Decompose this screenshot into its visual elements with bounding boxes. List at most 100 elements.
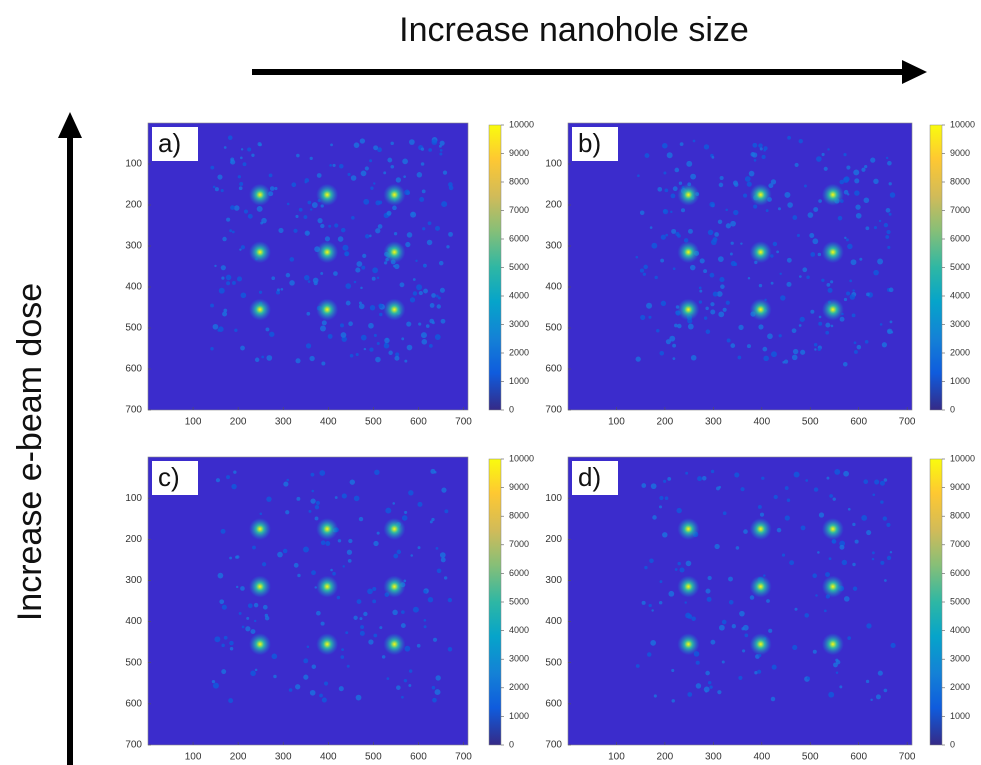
speckle: [422, 189, 426, 193]
speckle: [757, 670, 761, 674]
y-tick-label: 400: [545, 616, 562, 627]
speckle: [250, 629, 255, 634]
speckle: [369, 159, 372, 162]
hotspot: [822, 184, 844, 206]
speckle: [718, 220, 722, 224]
speckle: [401, 696, 404, 699]
hotspot: [822, 518, 844, 540]
speckle: [799, 324, 802, 327]
speckle: [834, 469, 840, 475]
speckle: [316, 501, 320, 505]
speckle: [720, 284, 725, 289]
speckle: [431, 293, 436, 298]
speckle: [260, 513, 263, 516]
panel: a)10020030040050060070010020030040050060…: [125, 119, 534, 427]
speckle: [659, 505, 662, 508]
speckle: [872, 493, 875, 496]
speckle: [792, 215, 797, 220]
y-tick-label: 100: [545, 159, 562, 170]
speckle: [360, 138, 365, 143]
speckle: [396, 177, 401, 182]
speckle: [752, 152, 757, 157]
speckle: [704, 316, 707, 319]
speckle: [887, 246, 890, 249]
speckle: [749, 171, 755, 177]
speckle: [332, 572, 336, 576]
speckle: [852, 313, 856, 317]
speckle: [887, 161, 892, 166]
speckle: [396, 685, 401, 690]
x-tick-label: 300: [705, 417, 722, 428]
speckle: [699, 300, 702, 303]
speckle: [432, 698, 437, 703]
y-tick-label: 100: [125, 159, 142, 170]
speckle: [686, 561, 692, 567]
speckle: [825, 572, 830, 577]
speckle: [234, 329, 237, 332]
speckle: [372, 267, 378, 273]
speckle: [435, 334, 441, 340]
speckle: [855, 204, 860, 209]
x-tick-label: 500: [365, 752, 382, 763]
speckle: [269, 332, 274, 337]
colorbar-tick-label: 2000: [950, 347, 970, 357]
speckle: [750, 595, 754, 599]
speckle: [241, 292, 247, 298]
speckle: [422, 339, 428, 345]
speckle: [228, 698, 233, 703]
panel: d)10020030040050060070010020030040050060…: [545, 453, 975, 762]
speckle: [661, 301, 666, 306]
speckle: [771, 351, 777, 357]
speckle: [763, 356, 769, 362]
colorbar-tick-label: 6000: [509, 568, 529, 578]
speckle: [269, 173, 273, 177]
speckle: [758, 324, 763, 329]
speckle: [239, 182, 243, 186]
speckle: [828, 288, 833, 293]
speckle: [889, 182, 892, 185]
speckle: [846, 291, 850, 295]
speckle: [339, 686, 344, 691]
speckle: [255, 669, 258, 672]
speckle: [243, 162, 247, 166]
speckle: [347, 550, 352, 555]
hotspot: [249, 299, 271, 321]
colorbar-tick-label: 2000: [509, 682, 529, 692]
speckle: [745, 176, 751, 182]
speckle: [814, 343, 817, 346]
speckle: [293, 229, 297, 233]
speckle: [261, 218, 267, 224]
speckle: [766, 209, 769, 212]
speckle: [404, 646, 410, 652]
colorbar-tick-label: 7000: [509, 539, 529, 549]
speckle: [712, 156, 715, 159]
speckle: [210, 304, 214, 308]
speckle: [230, 158, 234, 162]
speckle: [877, 259, 883, 265]
speckle: [365, 234, 369, 238]
speckle: [387, 677, 390, 680]
speckle: [413, 607, 419, 613]
speckle: [857, 345, 862, 350]
speckle: [827, 148, 829, 150]
speckle: [647, 652, 651, 656]
speckle: [272, 654, 278, 660]
speckle: [342, 245, 348, 251]
speckle: [879, 220, 881, 222]
speckle: [436, 547, 439, 550]
speckle: [448, 232, 453, 237]
hotspot: [383, 633, 405, 655]
speckle: [808, 212, 814, 218]
speckle: [257, 206, 263, 212]
colorbar-tick-label: 3000: [509, 654, 529, 664]
hotspot: [677, 518, 699, 540]
speckle: [429, 319, 434, 324]
speckle: [706, 589, 711, 594]
speckle: [277, 288, 280, 291]
speckle: [776, 250, 779, 253]
speckle: [890, 320, 893, 323]
speckle: [322, 320, 327, 325]
speckle: [287, 203, 290, 206]
speckle: [843, 471, 849, 477]
speckle: [849, 280, 852, 283]
